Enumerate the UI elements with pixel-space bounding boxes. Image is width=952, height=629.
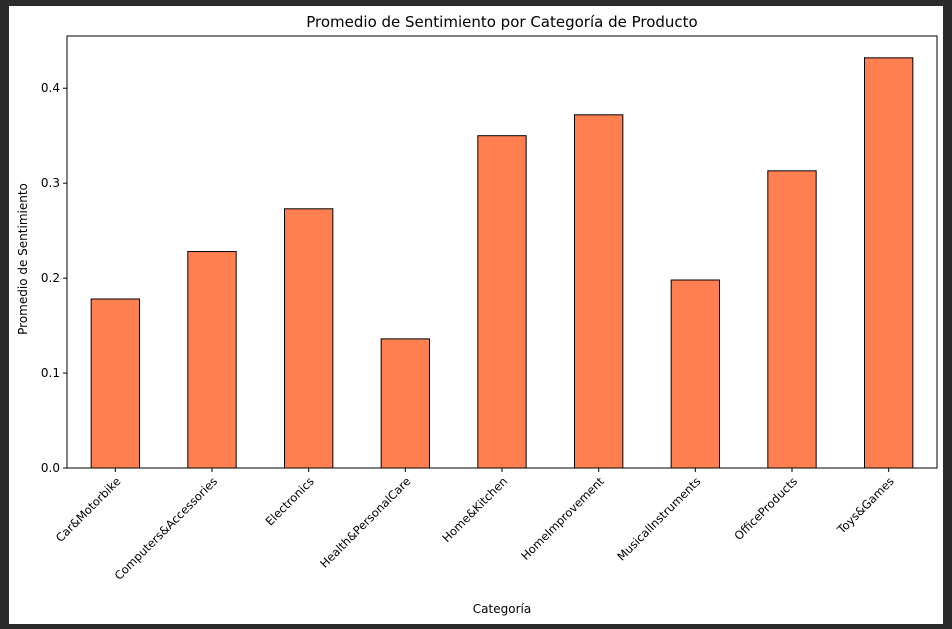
y-axis-label: Promedio de Sentimiento <box>16 183 30 335</box>
x-axis-label: Categoría <box>473 602 531 616</box>
bars-layer <box>90 57 914 469</box>
y-tick-label: 0.2 <box>41 271 60 285</box>
bar <box>187 251 237 469</box>
x-tick-label: Computers&Accessories <box>112 474 221 583</box>
x-tick-label: Toys&Games <box>834 474 897 537</box>
bar <box>670 279 720 469</box>
bar <box>380 338 431 469</box>
bar-chart: Promedio de Sentimiento por Categoría de… <box>16 13 938 616</box>
y-tick-label: 0.0 <box>41 461 60 475</box>
x-tick-label: Health&PersonalCare <box>317 474 413 570</box>
bar <box>574 114 624 469</box>
bar <box>90 298 140 469</box>
y-tick-label: 0.3 <box>41 176 60 190</box>
chart-figure: Promedio de Sentimiento por Categoría de… <box>9 6 943 624</box>
y-tick-label: 0.4 <box>41 81 60 95</box>
bar <box>477 135 527 469</box>
x-tick-label: HomeImprovement <box>518 474 607 563</box>
y-tick-label: 0.1 <box>41 366 60 380</box>
chart-title: Promedio de Sentimiento por Categoría de… <box>306 13 698 31</box>
x-tick-label: Electronics <box>263 474 317 528</box>
bar <box>284 208 334 469</box>
bar <box>864 57 914 469</box>
bar <box>767 170 817 469</box>
x-tick-label: Home&Kitchen <box>439 474 510 545</box>
x-tick-label: MusicalInstruments <box>614 474 703 563</box>
x-tick-label: OfficeProducts <box>731 474 800 543</box>
x-tick-label: Car&Motorbike <box>53 474 124 545</box>
